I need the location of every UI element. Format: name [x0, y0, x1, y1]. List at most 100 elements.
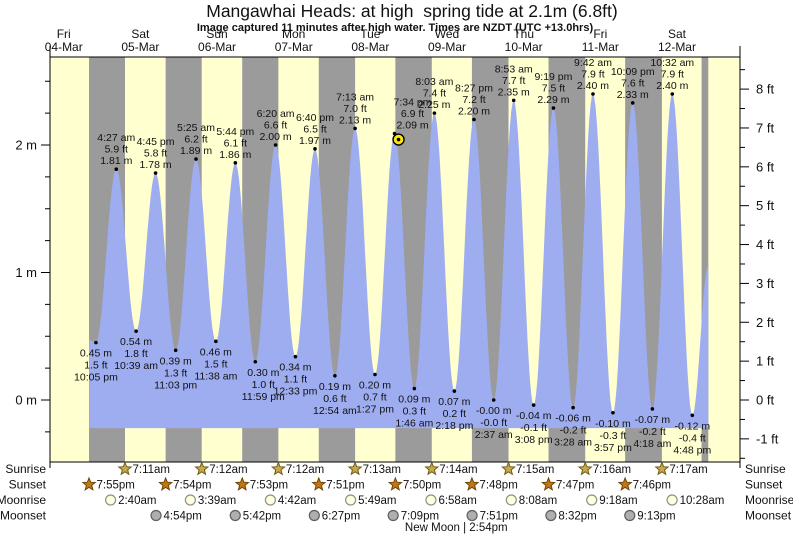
- high-tide-annotation: 6.1 ft: [224, 137, 247, 149]
- low-tide-annotation: 1.1 ft: [284, 374, 307, 386]
- moonset-circle-icon: [308, 509, 320, 522]
- low-tide-dot: [690, 413, 695, 418]
- low-tide-annotation: 2:18 pm: [435, 420, 473, 432]
- astro-event-time: 10:28am: [680, 495, 725, 507]
- astro-event-time: 7:50pm: [403, 480, 441, 492]
- high-tide-annotation: 1.86 m: [219, 149, 251, 161]
- high-tide-dot: [630, 101, 635, 105]
- low-tide-annotation: 4:18 am: [633, 438, 671, 450]
- chart-subtitle: Image captured 11 minutes after high wat…: [197, 22, 594, 34]
- low-tide-annotation: 10:39 am: [114, 360, 158, 372]
- high-tide-annotation: 2.25 m: [418, 99, 450, 111]
- astro-event-time: 7:51pm: [326, 480, 364, 492]
- high-tide-annotation: 7.7 ft: [502, 75, 525, 87]
- tide-annotations: 4:27 am5.9 ft1.81 m 4:45 pm5.8 ft1.78 m 5:…: [74, 57, 711, 456]
- sunset-star-icon: [234, 476, 250, 491]
- high-tide-annotation: 10:09 pm: [611, 66, 655, 78]
- high-tide-annotation: 4:27 am: [97, 132, 135, 144]
- moonrise-circle-icon: [184, 494, 196, 506]
- astro-event-time: 5:42pm: [243, 511, 281, 523]
- day-date: 12-Mar: [658, 40, 696, 54]
- high-tide-annotation: 8:03 am: [415, 76, 453, 88]
- low-tide-annotation: 0.3 ft: [403, 406, 426, 418]
- low-tide-annotation: 10:05 pm: [74, 372, 118, 384]
- sunrise-star-icon: [654, 461, 670, 476]
- moonset-circle-icon: [545, 509, 557, 522]
- moonset-circle-icon: [624, 509, 636, 522]
- day-name: Fri: [593, 27, 607, 41]
- day-name: Thu: [513, 27, 534, 41]
- astro-event-time: 8:32pm: [558, 511, 596, 523]
- moonrise-circle-icon: [264, 494, 276, 506]
- high-tide-annotation: 5:44 pm: [216, 126, 254, 138]
- sunset-star-icon: [540, 476, 556, 491]
- high-tide-annotation: 7:34 pm: [394, 97, 432, 109]
- high-tide-annotation: 4:45 pm: [137, 136, 175, 148]
- low-tide-annotation: -0.04 m: [516, 410, 552, 422]
- low-tide-annotation: -0.10 m: [595, 418, 631, 430]
- astro-event-time: 7:15am: [516, 464, 554, 476]
- high-tide-annotation: 2.20 m: [458, 106, 490, 118]
- low-tide-annotation: 0.34 m: [279, 362, 311, 374]
- moonrise-circle-icon: [425, 494, 437, 506]
- astro-event-time: 9:18am: [599, 495, 637, 507]
- sunrise-star-icon: [424, 461, 440, 476]
- night-band: [701, 57, 709, 462]
- right-axis-label: 5 ft: [756, 198, 774, 213]
- day-name: Sat: [668, 27, 687, 41]
- low-tide-dot: [253, 359, 258, 364]
- low-tide-dot: [611, 410, 615, 415]
- astro-event-time: 7:55pm: [97, 480, 135, 492]
- astro-event-time: 7:51pm: [480, 511, 518, 523]
- low-tide-annotation: -0.2 ft: [560, 425, 587, 437]
- right-axis-label: 0 ft: [756, 393, 774, 408]
- low-tide-annotation: 1:46 am: [395, 418, 433, 430]
- moonrise-circle-icon: [505, 494, 517, 506]
- day-name: Tue: [360, 27, 381, 41]
- high-tide-annotation: 1.97 m: [299, 135, 331, 147]
- high-tide-dot: [233, 161, 238, 165]
- low-tide-dot: [134, 329, 138, 333]
- astro-event-time: 7:48pm: [479, 480, 517, 492]
- right-axis-label: 4 ft: [756, 237, 774, 252]
- low-tide-annotation: 0.19 m: [319, 381, 351, 393]
- high-tide-dot: [353, 126, 357, 131]
- low-tide-annotation: -0.06 m: [555, 413, 591, 425]
- right-axis-label: 3 ft: [756, 276, 774, 291]
- low-tide-annotation: 0.46 m: [200, 346, 232, 358]
- moonset-circle-icon: [387, 509, 399, 522]
- low-tide-annotation: -0.4 ft: [679, 432, 706, 444]
- high-tide-annotation: 7.2 ft: [462, 94, 485, 106]
- low-tide-annotation: 2:37 am: [475, 429, 513, 441]
- high-tide-annotation: 2.40 m: [656, 80, 688, 92]
- low-tide-annotation: 1.5 ft: [204, 358, 227, 370]
- astro-event-time: 7:53pm: [250, 480, 288, 492]
- low-tide-annotation: -0.12 m: [675, 420, 711, 432]
- low-tide-annotation: 1.5 ft: [84, 360, 107, 372]
- day-name: Mon: [282, 27, 305, 41]
- low-tide-annotation: 0.7 ft: [363, 392, 386, 404]
- sunrise-star-icon: [501, 461, 516, 476]
- astro-row-label-left: Moonset: [0, 509, 47, 523]
- astro-event-time: 6:58am: [438, 495, 476, 507]
- high-tide-annotation: 1.89 m: [180, 145, 212, 157]
- right-axis-label: -1 ft: [756, 431, 779, 446]
- low-tide-annotation: 12:54 am: [313, 405, 357, 417]
- astro-event-time: 7:13am: [363, 464, 401, 476]
- high-tide-annotation: 6.2 ft: [184, 134, 207, 146]
- low-tide-annotation: 1.8 ft: [124, 348, 147, 360]
- high-tide-annotation: 9:42 am: [574, 57, 612, 69]
- high-tide-dot: [670, 92, 675, 96]
- low-tide-annotation: 0.30 m: [247, 367, 279, 379]
- moonrise-circle-icon: [345, 494, 357, 506]
- high-tide-annotation: 6.5 ft: [303, 123, 326, 135]
- right-axis-label: 1 ft: [756, 354, 774, 369]
- high-tide-annotation: 6:20 am: [257, 108, 295, 120]
- low-tide-annotation: 11:03 pm: [154, 379, 197, 391]
- low-tide-dot: [94, 340, 98, 345]
- chart-title: Mangawhai Heads: at high spring tide at …: [206, 1, 617, 21]
- low-tide-annotation: 1.3 ft: [164, 367, 187, 379]
- low-tide-annotation: 3:57 pm: [594, 442, 632, 454]
